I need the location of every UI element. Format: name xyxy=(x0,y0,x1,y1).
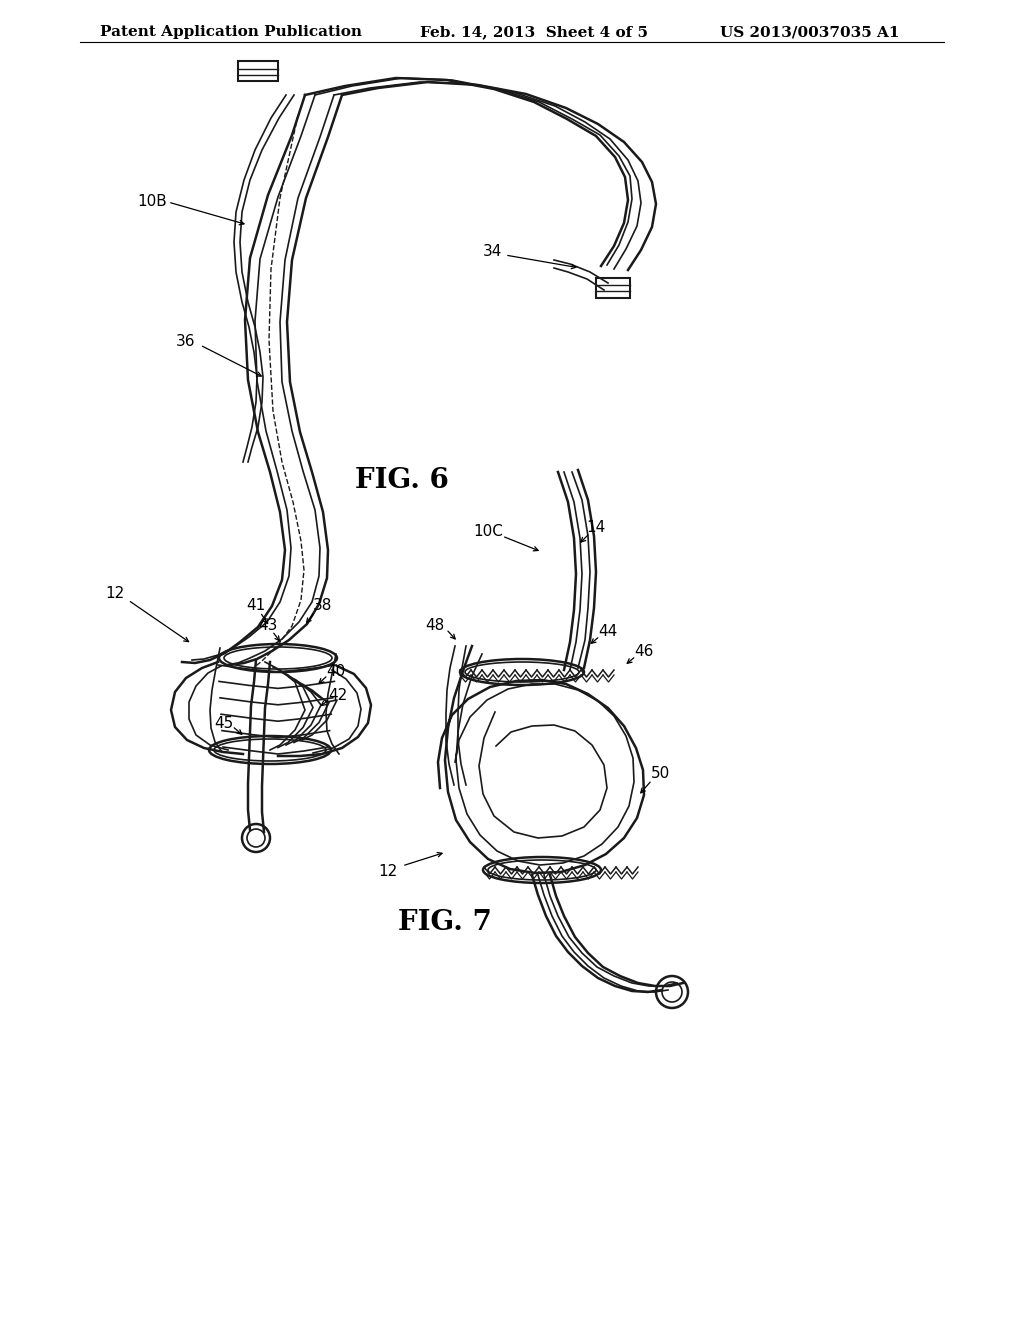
Text: FIG. 7: FIG. 7 xyxy=(398,908,492,936)
Text: FIG. 6: FIG. 6 xyxy=(355,466,449,494)
FancyBboxPatch shape xyxy=(238,61,278,81)
Text: 44: 44 xyxy=(598,624,617,639)
Text: 43: 43 xyxy=(258,618,278,632)
Text: 34: 34 xyxy=(482,244,502,260)
Text: 45: 45 xyxy=(214,715,233,730)
Text: 12: 12 xyxy=(379,865,397,879)
Text: 50: 50 xyxy=(650,767,670,781)
Text: 14: 14 xyxy=(587,520,605,536)
Text: US 2013/0037035 A1: US 2013/0037035 A1 xyxy=(720,25,899,40)
Text: 10C: 10C xyxy=(473,524,503,540)
Text: Feb. 14, 2013  Sheet 4 of 5: Feb. 14, 2013 Sheet 4 of 5 xyxy=(420,25,648,40)
Text: Patent Application Publication: Patent Application Publication xyxy=(100,25,362,40)
Text: 41: 41 xyxy=(247,598,265,614)
Text: 40: 40 xyxy=(327,664,346,680)
Text: 36: 36 xyxy=(176,334,196,350)
Text: 46: 46 xyxy=(634,644,653,660)
Text: 10B: 10B xyxy=(137,194,167,210)
Text: 12: 12 xyxy=(105,586,125,602)
Text: 48: 48 xyxy=(425,618,444,632)
Text: 42: 42 xyxy=(329,689,347,704)
FancyBboxPatch shape xyxy=(596,279,630,298)
Text: 38: 38 xyxy=(312,598,332,614)
